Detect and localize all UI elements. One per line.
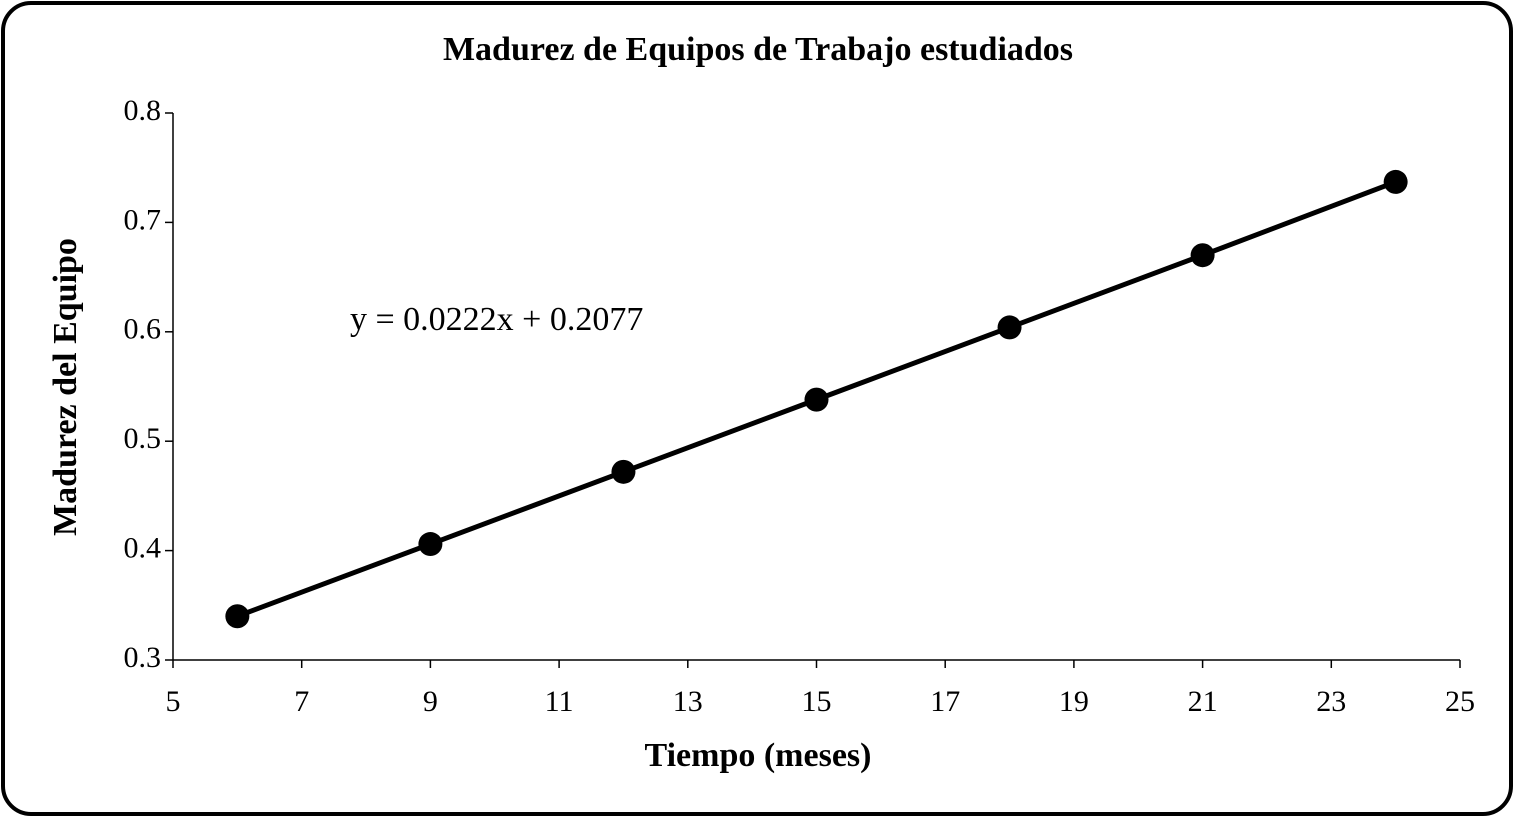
x-tick-label: 19 [1059,685,1089,718]
x-tick-label: 11 [545,685,574,718]
data-point [418,532,443,557]
chart-title: Madurez de Equipos de Trabajo estudiados [443,31,1073,68]
x-tick-label: 21 [1188,685,1218,718]
data-point [225,604,250,629]
y-tick-label: 0.6 [124,313,162,346]
y-tick-label: 0.5 [124,422,162,455]
y-axis-label: Madurez del Equipo [47,238,84,536]
data-point [611,459,636,484]
x-tick-label: 23 [1316,685,1346,718]
x-tick-label: 13 [673,685,703,718]
data-point [1383,169,1408,194]
y-tick-label: 0.7 [124,203,162,236]
x-axis-label: Tiempo (meses) [645,737,872,774]
y-tick-label: 0.8 [124,94,162,127]
data-point [1190,243,1215,268]
data-point [804,387,829,412]
data-point [997,315,1022,340]
x-tick-label: 7 [294,685,309,718]
x-tick-label: 9 [423,685,438,718]
x-tick-label: 17 [930,685,960,718]
y-tick-label: 0.4 [124,531,162,564]
x-tick-label: 25 [1445,685,1475,718]
x-tick-label: 5 [166,685,181,718]
annotation: y = 0.0222x + 0.2077 [350,301,643,338]
y-tick-label: 0.3 [124,641,162,674]
x-tick-label: 15 [802,685,832,718]
